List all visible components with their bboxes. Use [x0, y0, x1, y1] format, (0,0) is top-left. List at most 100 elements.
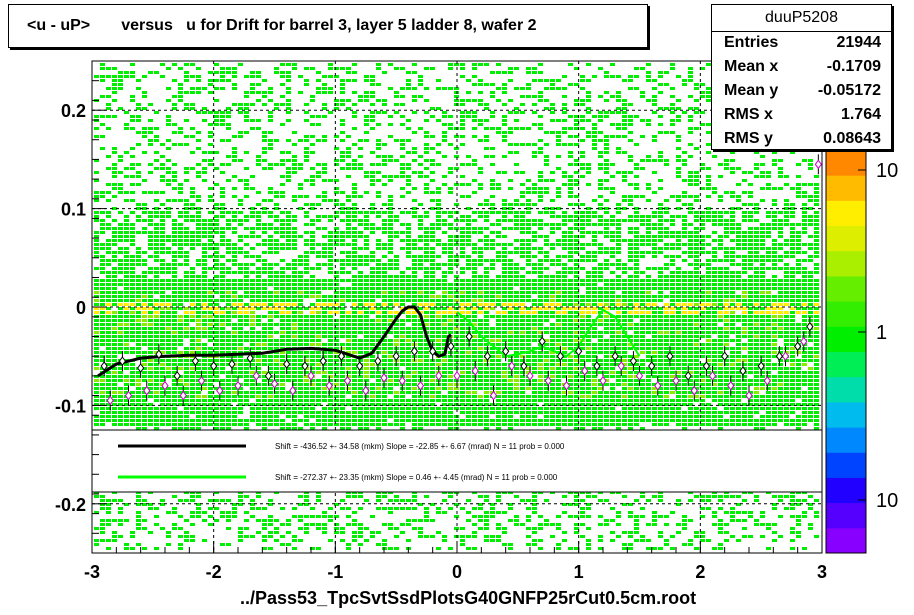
- heatmap-cell: [478, 323, 483, 326]
- heatmap-cell: [400, 95, 405, 98]
- heatmap-cell: [178, 291, 183, 294]
- heatmap-cell: [142, 259, 147, 262]
- heatmap-cell: [628, 295, 633, 298]
- heatmap-cell: [298, 167, 303, 170]
- heatmap-cell: [454, 147, 459, 150]
- heatmap-cell: [358, 155, 363, 158]
- heatmap-cell: [580, 323, 585, 326]
- heatmap-cell: [406, 247, 411, 250]
- heatmap-cell: [346, 223, 351, 226]
- heatmap-cell: [388, 195, 393, 198]
- heatmap-cell: [322, 251, 327, 254]
- heatmap-cell: [370, 283, 375, 286]
- heatmap-cell: [256, 159, 261, 162]
- heatmap-cell: [190, 91, 195, 94]
- heatmap-cell: [190, 195, 195, 198]
- heatmap-cell: [778, 159, 783, 162]
- heatmap-cell: [790, 247, 795, 250]
- heatmap-cell: [532, 271, 537, 274]
- heatmap-cell: [646, 295, 651, 298]
- heatmap-cell: [784, 331, 789, 334]
- heatmap-cell: [634, 231, 639, 234]
- heatmap-cell: [100, 315, 105, 318]
- heatmap-cell: [670, 303, 675, 306]
- heatmap-cell: [748, 315, 753, 318]
- heatmap-cell: [214, 183, 219, 186]
- heatmap-cell: [400, 143, 405, 146]
- heatmap-cell: [610, 239, 615, 242]
- heatmap-cell: [814, 291, 819, 294]
- heatmap-cell: [514, 271, 519, 274]
- heatmap-cell: [568, 331, 573, 334]
- heatmap-cell: [214, 311, 219, 314]
- heatmap-cell: [526, 95, 531, 98]
- heatmap-cell: [340, 251, 345, 254]
- heatmap-cell: [232, 291, 237, 294]
- heatmap-cell: [502, 307, 507, 310]
- heatmap-cell: [664, 211, 669, 214]
- heatmap-cell: [256, 335, 261, 338]
- heatmap-cell: [448, 263, 453, 266]
- heatmap-cell: [532, 103, 537, 106]
- heatmap-cell: [112, 147, 117, 150]
- heatmap-cell: [208, 307, 213, 310]
- heatmap-cell: [310, 223, 315, 226]
- heatmap-cell: [742, 303, 747, 306]
- heatmap-cell: [694, 219, 699, 222]
- heatmap-cell: [484, 119, 489, 122]
- heatmap-cell: [622, 283, 627, 286]
- heatmap-cell: [484, 247, 489, 250]
- heatmap-cell: [670, 247, 675, 250]
- heatmap-cell: [256, 319, 261, 322]
- heatmap-cell: [118, 211, 123, 214]
- heatmap-cell: [352, 287, 357, 290]
- heatmap-cell: [496, 131, 501, 134]
- heatmap-cell: [292, 267, 297, 270]
- heatmap-cell: [442, 87, 447, 90]
- heatmap-cell: [316, 323, 321, 326]
- heatmap-cell: [604, 319, 609, 322]
- heatmap-cell: [544, 291, 549, 294]
- heatmap-cell: [340, 267, 345, 270]
- heatmap-cell: [682, 295, 687, 298]
- heatmap-cell: [154, 191, 159, 194]
- heatmap-cell: [286, 283, 291, 286]
- heatmap-cell: [538, 191, 543, 194]
- heatmap-cell: [106, 343, 111, 346]
- heatmap-cell: [802, 215, 807, 218]
- heatmap-cell: [124, 151, 129, 154]
- heatmap-cell: [376, 191, 381, 194]
- heatmap-cell: [196, 67, 201, 70]
- heatmap-cell: [634, 211, 639, 214]
- heatmap-cell: [586, 299, 591, 302]
- heatmap-cell: [574, 171, 579, 174]
- heatmap-cell: [292, 67, 297, 70]
- heatmap-cell: [772, 263, 777, 266]
- heatmap-cell: [748, 247, 753, 250]
- heatmap-cell: [142, 311, 147, 314]
- heatmap-cell: [292, 271, 297, 274]
- heatmap-cell: [340, 231, 345, 234]
- heatmap-cell: [292, 263, 297, 266]
- heatmap-cell: [646, 315, 651, 318]
- heatmap-cell: [334, 271, 339, 274]
- heatmap-cell: [736, 275, 741, 278]
- heatmap-cell: [598, 243, 603, 246]
- heatmap-cell: [184, 135, 189, 138]
- heatmap-cell: [748, 259, 753, 262]
- heatmap-cell: [280, 319, 285, 322]
- heatmap-cell: [730, 211, 735, 214]
- heatmap-cell: [160, 299, 165, 302]
- heatmap-cell: [220, 347, 225, 350]
- heatmap-cell: [160, 339, 165, 342]
- heatmap-cell: [478, 183, 483, 186]
- heatmap-cell: [460, 251, 465, 254]
- heatmap-cell: [664, 275, 669, 278]
- heatmap-cell: [664, 131, 669, 134]
- heatmap-cell: [580, 267, 585, 270]
- heatmap-cell: [136, 203, 141, 206]
- heatmap-cell: [136, 339, 141, 342]
- heatmap-cell: [118, 79, 123, 82]
- heatmap-cell: [610, 75, 615, 78]
- heatmap-cell: [460, 67, 465, 70]
